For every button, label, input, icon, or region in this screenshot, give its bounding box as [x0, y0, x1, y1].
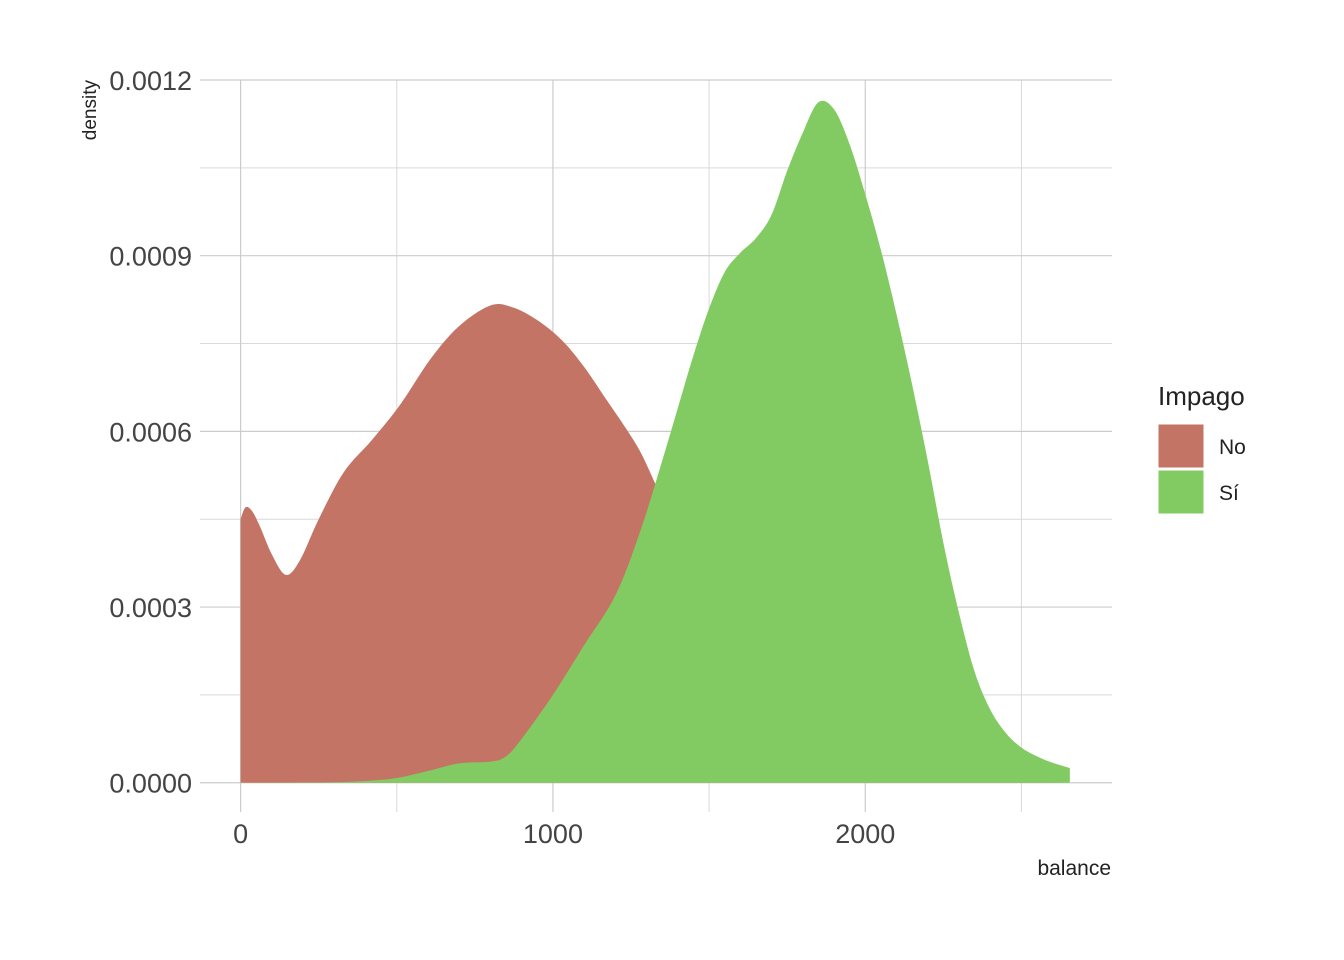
y-tick-label: 0.0006	[109, 417, 192, 447]
legend-label-no: No	[1219, 436, 1246, 459]
y-tick-label: 0.0012	[109, 66, 192, 96]
x-tick-label: 1000	[523, 819, 583, 849]
axes: balance density 0 1000 2000 0.0000 0.0003 0.0…	[80, 66, 1111, 880]
y-tick-label: 0.0003	[109, 593, 192, 623]
legend: Impago No Sí	[1157, 381, 1246, 515]
density-areas	[240, 100, 1070, 783]
density-area-si	[240, 100, 1070, 783]
legend-label-si: Sí	[1219, 482, 1239, 505]
x-axis-title: balance	[1037, 857, 1111, 880]
x-tick-label: 0	[233, 819, 248, 849]
legend-key-si	[1157, 469, 1205, 515]
y-tick-label: 0.0009	[109, 242, 192, 272]
legend-title: Impago	[1158, 381, 1245, 411]
legend-key-no	[1157, 423, 1205, 469]
y-tick-label: 0.0000	[109, 769, 192, 799]
y-axis-title: density	[80, 80, 101, 141]
x-tick-label: 2000	[835, 819, 895, 849]
